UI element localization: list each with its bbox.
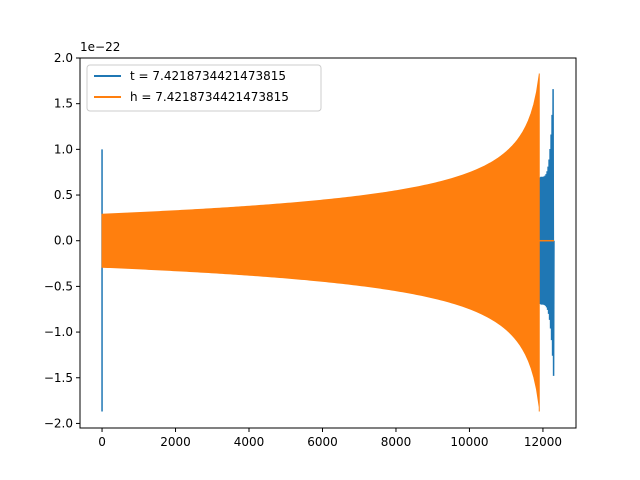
y-tick-label: 1.5 xyxy=(54,97,73,111)
y-tick-label: 0.5 xyxy=(54,188,73,202)
y-tick-label: 2.0 xyxy=(54,51,73,65)
plot-frame xyxy=(79,57,577,429)
y-tick-label: −0.5 xyxy=(44,279,73,293)
x-tick-label: 10000 xyxy=(450,435,488,449)
legend: t = 7.4218734421473815 h = 7.42187344214… xyxy=(86,64,322,112)
legend-box xyxy=(86,64,322,112)
x-tick-label: 12000 xyxy=(524,435,562,449)
x-axis: 0 2000 4000 6000 8000 10000 12000 xyxy=(98,428,562,449)
y-tick-label: −2.0 xyxy=(44,416,73,430)
x-tick-label: 6000 xyxy=(307,435,338,449)
y-offset-text: 1e−22 xyxy=(80,40,120,54)
y-tick-label: 0.0 xyxy=(54,234,73,248)
y-tick-label: −1.5 xyxy=(44,371,73,385)
series-h-envelope xyxy=(101,73,540,412)
series-layer xyxy=(101,73,555,412)
legend-label-t: t = 7.4218734421473815 xyxy=(130,69,286,83)
legend-label-h: h = 7.4218734421473815 xyxy=(130,90,289,104)
y-axis: −2.0 −1.5 −1.0 −0.5 0.0 0.5 1.0 1.5 2.0 xyxy=(44,51,80,430)
x-tick-label: 4000 xyxy=(234,435,265,449)
y-tick-label: 1.0 xyxy=(54,142,73,156)
x-tick-label: 8000 xyxy=(381,435,412,449)
x-tick-label: 2000 xyxy=(160,435,191,449)
x-tick-label: 0 xyxy=(98,435,106,449)
y-tick-label: −1.0 xyxy=(44,325,73,339)
